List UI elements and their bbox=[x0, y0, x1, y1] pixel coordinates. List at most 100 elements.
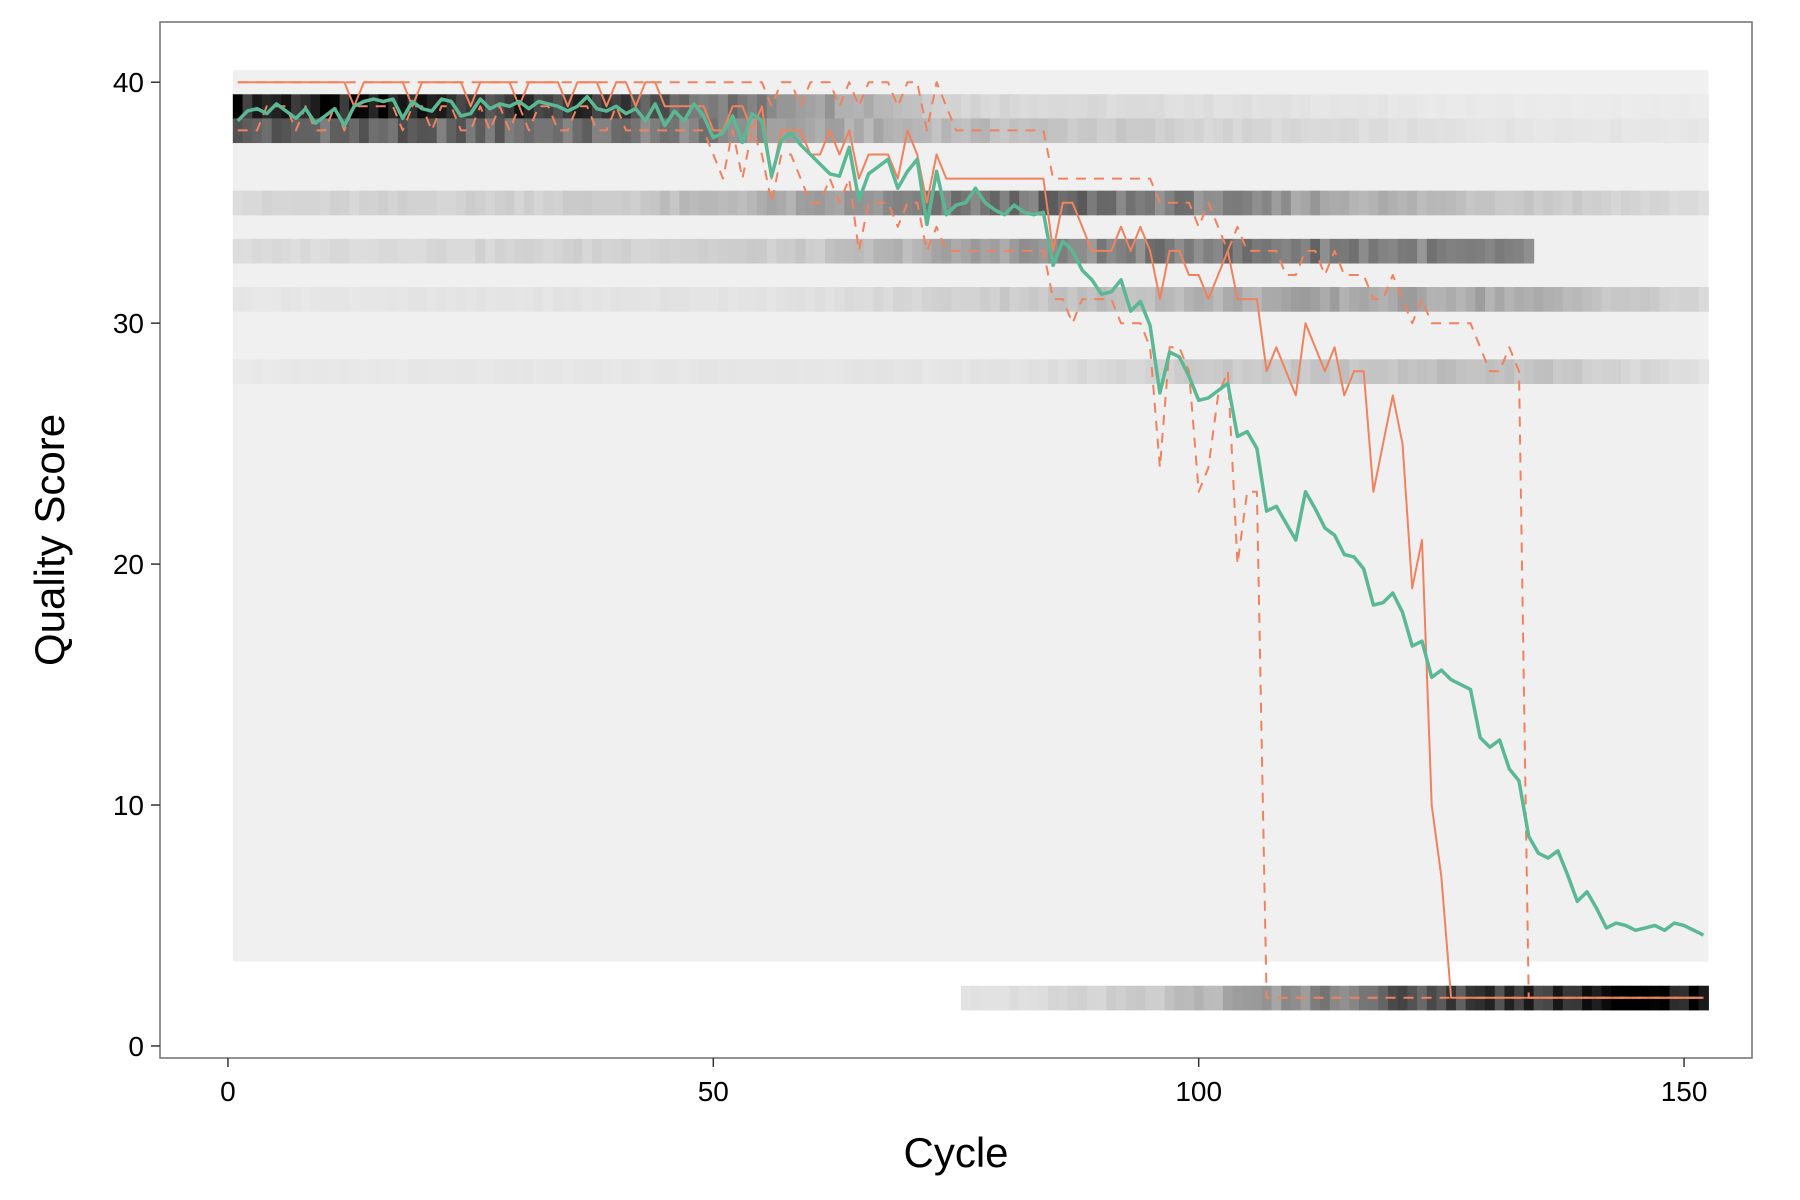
heatmap-cell bbox=[776, 359, 787, 384]
heatmap-cell bbox=[582, 238, 593, 264]
heatmap-cell bbox=[679, 238, 690, 264]
heatmap-cell bbox=[873, 118, 884, 144]
heatmap-cell bbox=[1533, 359, 1544, 384]
heatmap-cell bbox=[1446, 190, 1457, 216]
heatmap-cell bbox=[320, 94, 331, 119]
heatmap-cell bbox=[1067, 287, 1078, 312]
heatmap-cell bbox=[873, 238, 884, 264]
heatmap-cell bbox=[970, 985, 981, 1011]
heatmap-cell bbox=[892, 359, 904, 384]
heatmap-cell bbox=[1601, 94, 1612, 119]
heatmap-cell bbox=[1174, 94, 1185, 119]
heatmap-cell bbox=[504, 359, 515, 384]
heatmap-cell bbox=[1543, 118, 1554, 144]
heatmap-cell bbox=[1252, 94, 1263, 119]
heatmap-cell bbox=[1155, 238, 1166, 264]
heatmap-cell bbox=[1562, 94, 1574, 119]
heatmap-cell bbox=[320, 359, 331, 384]
heatmap-cell bbox=[805, 287, 816, 312]
heatmap-cell bbox=[659, 287, 671, 312]
heatmap-cell bbox=[572, 359, 583, 384]
heatmap-cell bbox=[281, 190, 292, 216]
heatmap-cell bbox=[514, 238, 525, 264]
heatmap-cell bbox=[1485, 94, 1496, 119]
heatmap-cell bbox=[1145, 190, 1156, 216]
heatmap-cell bbox=[883, 118, 894, 144]
heatmap-cell bbox=[1465, 118, 1476, 144]
heatmap-cell bbox=[1407, 94, 1418, 119]
heatmap-cell bbox=[465, 287, 477, 312]
heatmap-cell bbox=[805, 238, 816, 264]
heatmap-cell bbox=[621, 287, 632, 312]
heatmap-cell bbox=[1368, 238, 1379, 264]
heatmap-cell bbox=[533, 238, 545, 264]
heatmap-cell bbox=[417, 118, 428, 144]
heatmap-cell bbox=[271, 287, 282, 312]
heatmap-cell bbox=[562, 287, 574, 312]
heatmap-cell bbox=[1397, 94, 1408, 119]
heatmap-cell bbox=[591, 118, 603, 144]
heatmap-cell bbox=[252, 94, 263, 119]
heatmap-cell bbox=[1679, 118, 1690, 144]
heatmap-cell bbox=[310, 238, 321, 264]
heatmap-cell bbox=[1320, 190, 1331, 216]
heatmap-cell bbox=[1523, 118, 1535, 144]
heatmap-cell bbox=[1640, 359, 1651, 384]
heatmap-cell bbox=[1320, 238, 1331, 264]
heatmap-cell bbox=[708, 287, 719, 312]
heatmap-cell bbox=[1096, 359, 1108, 384]
heatmap-cell bbox=[1222, 190, 1234, 216]
heatmap-cell bbox=[650, 190, 661, 216]
heatmap-cell bbox=[999, 94, 1010, 119]
heatmap-cell bbox=[1019, 287, 1030, 312]
heatmap-cell bbox=[1349, 190, 1360, 216]
heatmap-cell bbox=[1087, 287, 1098, 312]
heatmap-cell bbox=[320, 190, 331, 216]
heatmap-cell bbox=[1601, 190, 1612, 216]
heatmap-cell bbox=[553, 190, 564, 216]
heatmap-cell bbox=[1650, 94, 1661, 119]
heatmap-cell bbox=[1543, 359, 1554, 384]
heatmap-cell bbox=[1601, 287, 1612, 312]
heatmap-cell bbox=[475, 287, 486, 312]
heatmap-cell bbox=[426, 238, 438, 264]
heatmap-cell bbox=[572, 190, 583, 216]
heatmap-cell bbox=[1378, 985, 1389, 1011]
heatmap-cell bbox=[485, 359, 496, 384]
heatmap-cell bbox=[601, 238, 612, 264]
heatmap-cell bbox=[951, 190, 962, 216]
heatmap-cell bbox=[572, 287, 583, 312]
heatmap-cell bbox=[621, 94, 632, 119]
heatmap-cell bbox=[1106, 359, 1117, 384]
heatmap-cell bbox=[1077, 359, 1088, 384]
heatmap-cell bbox=[1339, 287, 1350, 312]
heatmap-cell bbox=[1582, 359, 1593, 384]
heatmap-cell bbox=[1048, 287, 1059, 312]
heatmap-cell bbox=[1572, 287, 1583, 312]
heatmap-cell bbox=[912, 238, 923, 264]
heatmap-cell bbox=[1300, 238, 1311, 264]
heatmap-cell bbox=[533, 359, 545, 384]
heatmap-cell bbox=[1650, 190, 1661, 216]
heatmap-cell bbox=[747, 287, 758, 312]
heatmap-cell bbox=[1145, 94, 1156, 119]
x-tick-label: 0 bbox=[220, 1076, 236, 1107]
heatmap-cell bbox=[1543, 94, 1554, 119]
heatmap-cell bbox=[281, 287, 292, 312]
heatmap-cell bbox=[630, 238, 642, 264]
heatmap-cell bbox=[1494, 287, 1506, 312]
heatmap-cell bbox=[1213, 238, 1224, 264]
heatmap-cell bbox=[1048, 118, 1059, 144]
heatmap-cell bbox=[766, 118, 778, 144]
heatmap-cell bbox=[242, 94, 253, 119]
heatmap-cell bbox=[543, 287, 554, 312]
y-tick-label: 40 bbox=[113, 67, 144, 98]
heatmap-cell bbox=[1494, 359, 1506, 384]
heatmap-cell bbox=[1504, 238, 1515, 264]
heatmap-cell bbox=[1019, 985, 1030, 1011]
heatmap-cell bbox=[397, 190, 409, 216]
heatmap-cell bbox=[727, 287, 739, 312]
heatmap-cell bbox=[261, 190, 273, 216]
heatmap-cell bbox=[1222, 118, 1234, 144]
quality-density-heatmap bbox=[232, 70, 1709, 1011]
